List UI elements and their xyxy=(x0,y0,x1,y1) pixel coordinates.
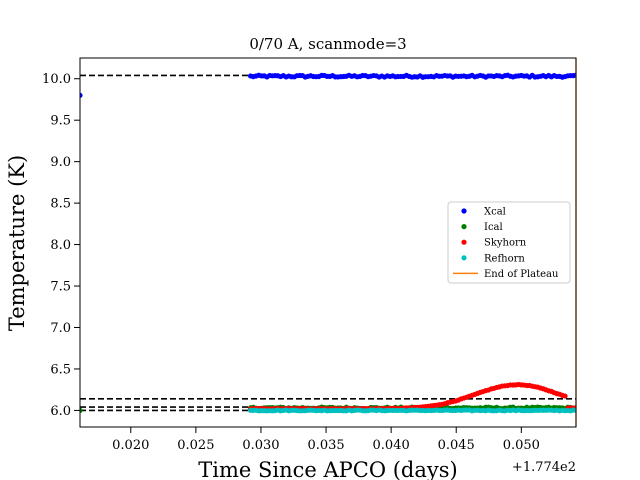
series-xcal xyxy=(80,72,576,98)
x-tick-label: 0.030 xyxy=(242,438,279,453)
x-axis-ticks: 0.020 0.025 0.030 0.035 0.040 0.045 0.050 xyxy=(112,427,540,453)
y-tick-label: 7.5 xyxy=(50,280,71,295)
series-refhorn xyxy=(247,407,576,414)
legend-label: Xcal xyxy=(484,207,506,218)
x-axis-title: Time Since APCO (days) xyxy=(198,458,457,480)
y-tick-label: 8.0 xyxy=(50,238,71,253)
legend-label: Skyhorn xyxy=(484,238,527,249)
x-tick-label: 0.035 xyxy=(307,438,344,453)
plot-area xyxy=(80,58,577,427)
y-axis-ticks: 6.0 6.5 7.0 7.5 8.0 8.5 9.0 9.5 10.0 xyxy=(42,72,80,419)
x-tick-label: 0.040 xyxy=(373,438,410,453)
legend-label: End of Plateau xyxy=(484,269,559,280)
legend-item: Xcal xyxy=(461,207,506,218)
legend-item: Refhorn xyxy=(461,253,525,264)
y-tick-label: 9.0 xyxy=(50,155,71,170)
y-tick-label: 6.0 xyxy=(50,404,71,419)
legend-swatch xyxy=(461,208,467,214)
legend-swatch xyxy=(461,255,467,261)
y-tick-label: 8.5 xyxy=(50,197,71,212)
legend-item: Skyhorn xyxy=(461,238,527,249)
legend-item: Ical xyxy=(461,222,503,233)
y-tick-label: 7.0 xyxy=(50,321,71,336)
legend-swatch xyxy=(461,224,467,230)
legend-label: Refhorn xyxy=(484,253,525,264)
legend: Xcal Ical Skyhorn Refhorn End of Plateau xyxy=(447,201,571,284)
legend-label: Ical xyxy=(484,222,503,233)
x-offset-label: +1.774e2 xyxy=(512,460,576,475)
legend-swatch xyxy=(461,239,467,245)
series-points xyxy=(80,72,576,414)
x-tick-label: 0.020 xyxy=(112,438,149,453)
y-tick-label: 9.5 xyxy=(50,114,71,129)
y-tick-label: 10.0 xyxy=(42,72,71,87)
chart-title: 0/70 A, scanmode=3 xyxy=(249,35,406,53)
x-tick-label: 0.050 xyxy=(503,438,540,453)
y-tick-label: 6.5 xyxy=(50,362,71,377)
legend-item: End of Plateau xyxy=(453,269,559,280)
plot-frame xyxy=(79,57,577,428)
data-point xyxy=(80,407,83,414)
x-tick-label: 0.025 xyxy=(177,438,214,453)
legend-box xyxy=(447,201,571,284)
x-tick-label: 0.045 xyxy=(438,438,475,453)
y-axis-title: Temperature (K) xyxy=(5,155,29,331)
data-point xyxy=(562,393,568,399)
data-point xyxy=(80,92,83,98)
